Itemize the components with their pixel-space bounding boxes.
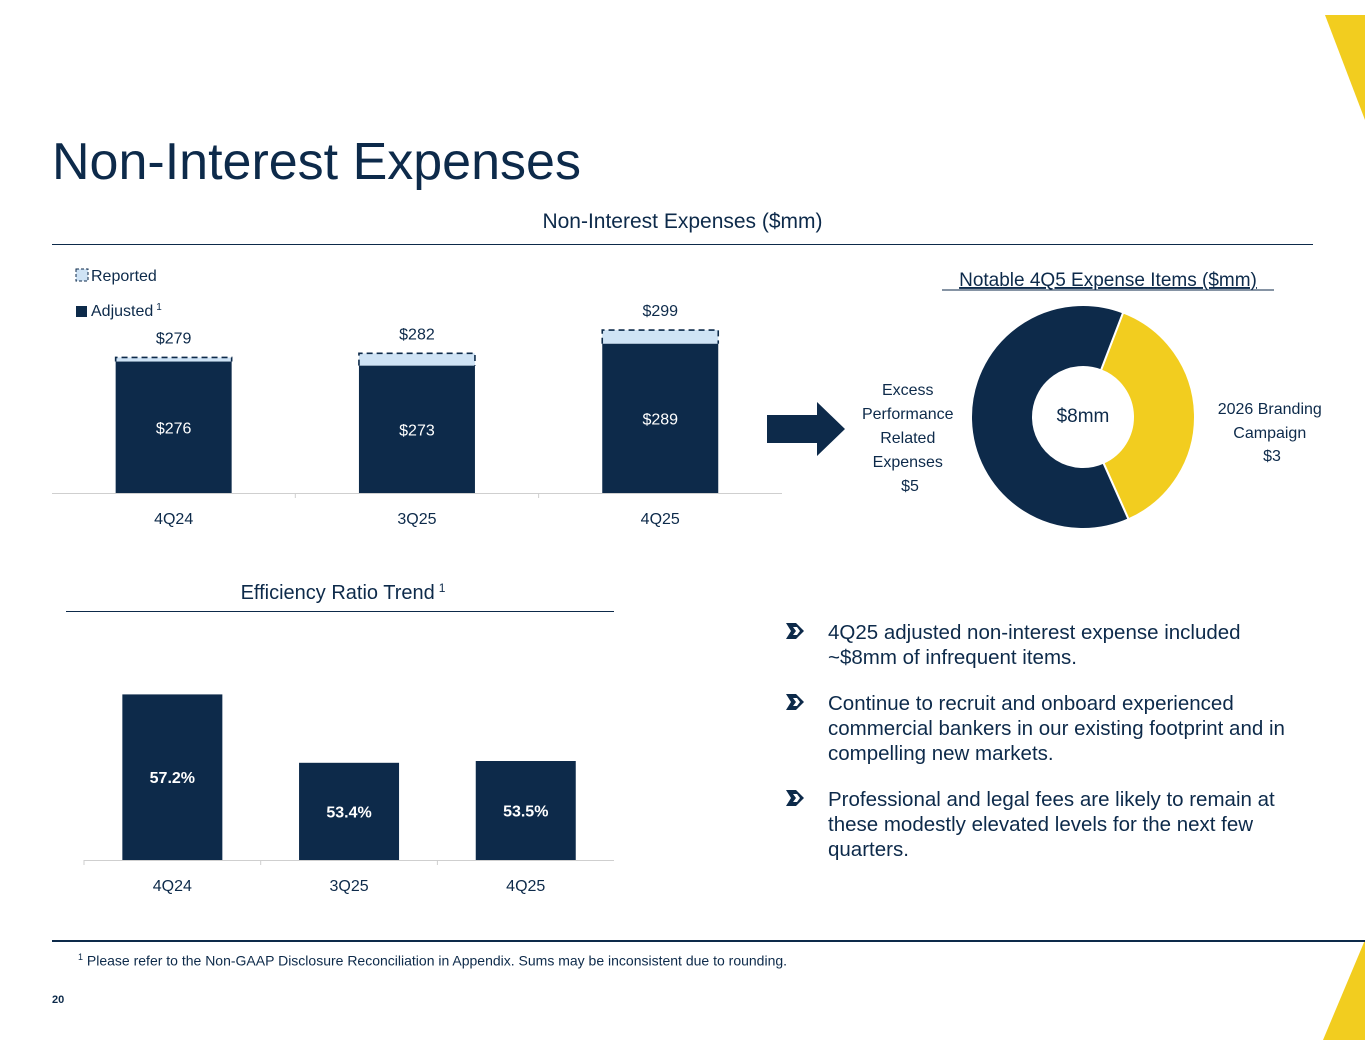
label-reported-4Q24: $279 [156, 330, 192, 347]
efficiency-bar-3Q25 [299, 762, 400, 860]
bar-reported-outline-4Q25 [601, 329, 720, 344]
expense-bars: $279 $276 $282 $273 $299 $289 [114, 303, 720, 493]
legend-adjusted-swatch [76, 306, 87, 317]
x-tick-label-4Q24: 4Q24 [154, 511, 193, 528]
footnote-marker: 1 [78, 952, 84, 962]
bar-reported-outline-4Q24 [114, 356, 233, 362]
arrow-shape [767, 402, 845, 456]
expense-bar-chart: Reported Adjusted 1 $279$276$282$273$299$… [52, 268, 782, 528]
efficiency-title-text: Efficiency Ratio Trend [241, 582, 435, 604]
efficiency-label-4Q24: 57.2% [150, 770, 195, 787]
bar-adjusted-4Q25 [602, 343, 719, 493]
bottom-right-accent [1323, 940, 1365, 1040]
efficiency-ratio-chart: Efficiency Ratio Trend 1 57.2%53.4% 53.5% … [66, 581, 614, 895]
double-chevron-icon [786, 694, 804, 710]
x-tick-label-4Q25: 4Q25 [506, 878, 545, 895]
legend-adjusted-text: Adjusted 1 [91, 302, 162, 320]
slice-label-line: Related [880, 430, 935, 447]
accent-shape [1323, 940, 1365, 1040]
x-axis-ticks: 4Q24 3Q25 4Q25 [83, 860, 545, 895]
label-reported-3Q25: $282 [399, 326, 435, 343]
label-adjusted-3Q25: $273 [399, 422, 435, 439]
bullet-item: Professional and legal fees are likely t… [785, 787, 1305, 862]
efficiency-title: Efficiency Ratio Trend 1 [241, 581, 446, 604]
x-tick-label-4Q25: 4Q25 [641, 511, 680, 528]
page-number: 20 [52, 994, 65, 1006]
efficiency-title-footnote: 1 [439, 581, 446, 595]
legend-reported-swatch [75, 268, 89, 282]
x-tick-label-4Q24: 4Q24 [153, 878, 192, 895]
slice-label-line: Excess [882, 382, 934, 399]
slice-value-branding: $3 [1263, 448, 1281, 465]
bullet-text: Professional and legal fees are likely t… [828, 788, 1275, 861]
efficiency-label-4Q25: 53.5% [503, 804, 548, 821]
efficiency-bar-4Q24 [122, 694, 223, 860]
legend-adjusted-footnote: 1 [156, 302, 162, 313]
bullet-item: Continue to recruit and onboard experien… [785, 691, 1305, 766]
bullet-text: 4Q25 adjusted non-interest expense inclu… [828, 621, 1241, 669]
efficiency-label-3Q25: 53.4% [326, 804, 371, 821]
section-title-rule [52, 244, 1313, 245]
footer-rule [52, 940, 1365, 942]
slice-label-excess-performance: Excess Performance Related Expenses $5 [862, 382, 958, 495]
donut-slice-excess-performance [970, 304, 1130, 530]
slice-label-line: Campaign [1233, 425, 1306, 442]
label-reported-4Q25: $299 [642, 303, 678, 320]
page-title: Non-Interest Expenses [52, 133, 581, 191]
bullet-item: 4Q25 adjusted non-interest expense inclu… [785, 620, 1305, 670]
double-chevron-icon [786, 623, 804, 639]
accent-shape [1325, 15, 1365, 120]
legend-adjusted-label: Adjusted [91, 303, 153, 320]
x-axis-ticks: 4Q24 3Q25 4Q25 [154, 493, 680, 528]
label-adjusted-4Q24: $276 [156, 420, 192, 437]
bar-reported-3Q25 [358, 353, 475, 366]
bar-adjusted-3Q25 [358, 365, 475, 493]
right-arrow-icon [767, 402, 845, 456]
donut-slices [970, 304, 1196, 530]
efficiency-bars: 57.2% 53.4% 53.5% [122, 694, 576, 860]
x-tick-label-3Q25: 3Q25 [329, 878, 368, 895]
footnote: 1 Please refer to the Non-GAAP Disclosur… [78, 952, 787, 969]
donut-center-label: $8mm [1057, 406, 1110, 427]
donut-slice-branding-campaign [1099, 311, 1196, 521]
donut-title: Notable 4Q5 Expense Items ($mm) [959, 270, 1257, 291]
slice-label-line: Performance [862, 406, 954, 423]
bullet-text: Continue to recruit and onboard experien… [828, 692, 1285, 765]
slice-label-line: Expenses [873, 454, 943, 471]
label-adjusted-4Q25: $289 [642, 411, 678, 428]
section-title: Non-Interest Expenses ($mm) [542, 210, 823, 233]
legend-reported-label: Reported [91, 268, 157, 285]
slice-label-branding: 2026 Branding Campaign $3 [1218, 401, 1327, 465]
footnote-text: Please refer to the Non-GAAP Disclosure … [86, 952, 788, 969]
bar-reported-outline-3Q25 [358, 352, 476, 366]
top-right-accent [1325, 15, 1365, 120]
bar-reported-4Q25 [602, 330, 719, 344]
bullet-list: 4Q25 adjusted non-interest expense inclu… [785, 620, 1305, 883]
efficiency-bar-4Q25 [475, 761, 576, 860]
double-chevron-icon [786, 790, 804, 806]
bar-adjusted-4Q24 [115, 361, 232, 493]
slice-label-line: 2026 Branding [1218, 401, 1322, 418]
x-tick-label-3Q25: 3Q25 [397, 511, 436, 528]
bar-reported-4Q24 [115, 357, 232, 362]
notable-items-donut-chart: Notable 4Q5 Expense Items ($mm) $8mm Exc… [862, 270, 1327, 530]
slice-value-excess: $5 [901, 478, 919, 495]
